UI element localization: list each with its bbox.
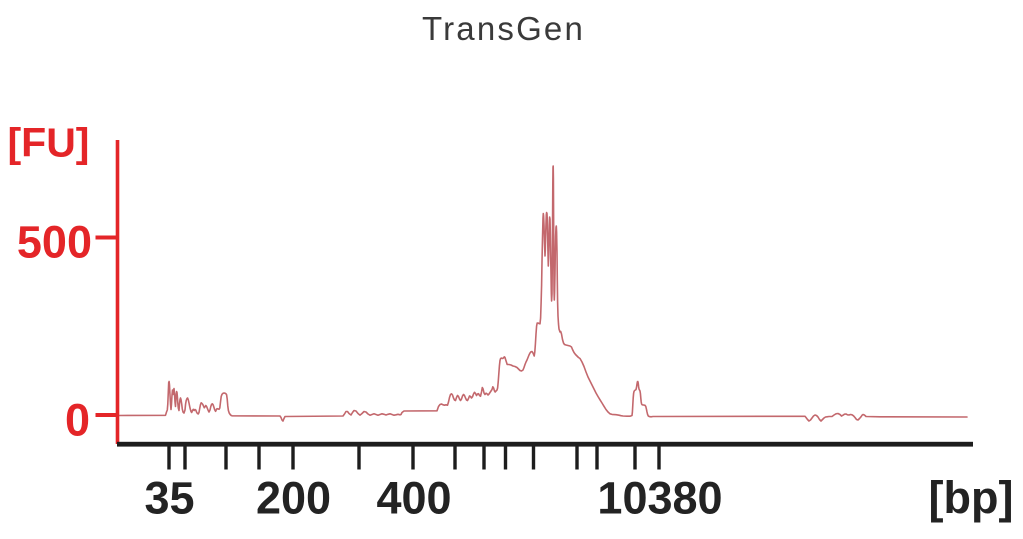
svg-text:10380: 10380 xyxy=(597,473,722,524)
svg-text:35: 35 xyxy=(144,473,194,524)
svg-text:[bp]: [bp] xyxy=(929,472,1014,523)
svg-text:[FU]: [FU] xyxy=(8,120,90,166)
svg-text:0: 0 xyxy=(65,395,90,446)
svg-text:200: 200 xyxy=(256,473,331,524)
svg-text:TransGen: TransGen xyxy=(422,10,585,47)
svg-text:500: 500 xyxy=(17,217,92,268)
svg-text:400: 400 xyxy=(376,473,451,524)
